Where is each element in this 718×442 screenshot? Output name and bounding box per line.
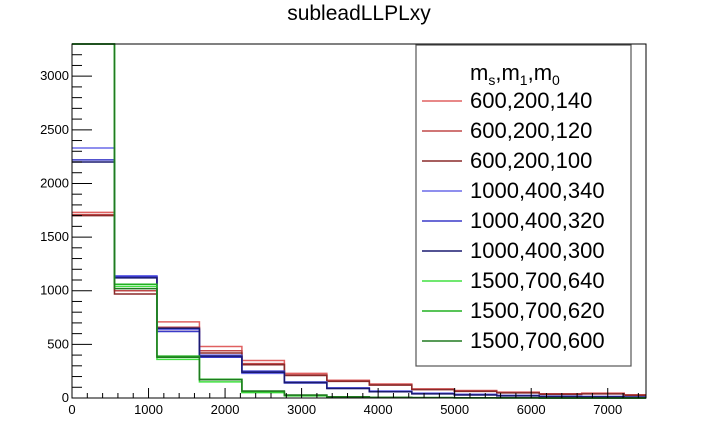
y-tick-label: 3000 bbox=[40, 68, 69, 83]
y-tick-label: 1500 bbox=[40, 229, 69, 244]
legend-box bbox=[415, 44, 632, 367]
x-tick-label: 5000 bbox=[440, 402, 469, 417]
legend-label-5: 1000,400,300 bbox=[470, 238, 605, 263]
x-tick-label: 0 bbox=[68, 402, 75, 417]
legend-label-7: 1500,700,620 bbox=[470, 298, 605, 323]
legend-label-0: 600,200,140 bbox=[470, 88, 592, 113]
legend-label-8: 1500,700,600 bbox=[470, 328, 605, 353]
legend-label-1: 600,200,120 bbox=[470, 118, 592, 143]
legend-header: ms,m1,m0 bbox=[470, 60, 560, 88]
x-tick-label: 3000 bbox=[287, 402, 316, 417]
plot-frame bbox=[71, 43, 647, 399]
x-tick-label: 7000 bbox=[593, 402, 622, 417]
series-line-5 bbox=[72, 161, 646, 398]
y-tick-label: 2500 bbox=[40, 122, 69, 137]
x-tick-label: 4000 bbox=[364, 402, 393, 417]
axis-labels: 0 1000 2000 3000 4000 5000 6000 7000 0 500 1000 150… bbox=[40, 68, 622, 417]
x-tick-label: 1000 bbox=[134, 402, 163, 417]
legend-label-6: 1500,700,640 bbox=[470, 268, 605, 293]
y-tick-label: 0 bbox=[62, 390, 69, 405]
y-tick-label: 2000 bbox=[40, 175, 69, 190]
y-tick-label: 1000 bbox=[40, 283, 69, 298]
axis-ticks bbox=[71, 43, 639, 399]
x-tick-label: 2000 bbox=[211, 402, 240, 417]
y-tick-label: 500 bbox=[47, 336, 69, 351]
legend-label-4: 1000,400,320 bbox=[470, 208, 605, 233]
x-tick-label: 6000 bbox=[517, 402, 546, 417]
chart-title: subleadLLPLxy bbox=[287, 2, 431, 25]
legend-label-3: 1000,400,340 bbox=[470, 178, 605, 203]
legend-label-2: 600,200,100 bbox=[470, 148, 592, 173]
